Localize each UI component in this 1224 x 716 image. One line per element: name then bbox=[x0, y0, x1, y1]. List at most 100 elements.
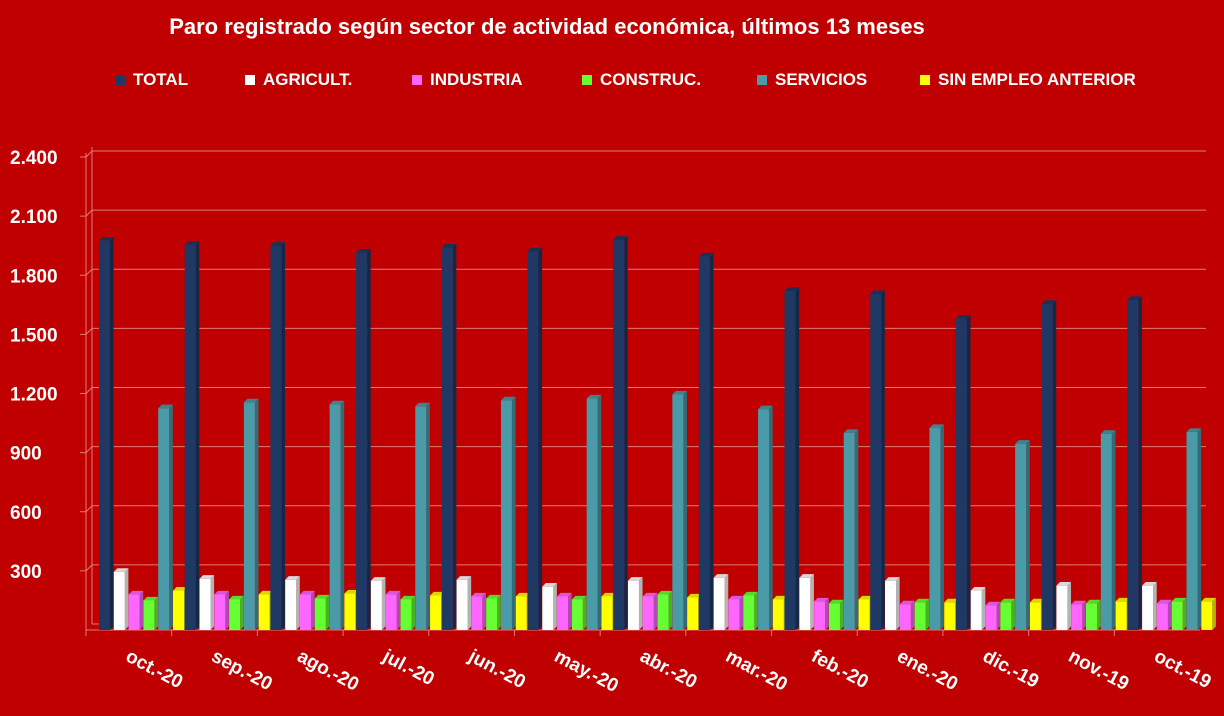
bar-construc-10 bbox=[1000, 598, 1015, 630]
bar-front bbox=[1041, 303, 1053, 630]
bar-side bbox=[996, 601, 1001, 630]
bar-total-11 bbox=[1041, 300, 1057, 630]
bar-side bbox=[1167, 599, 1172, 630]
bar-side bbox=[110, 237, 114, 631]
bar-top bbox=[728, 595, 744, 600]
bar-front bbox=[99, 240, 110, 630]
bar-top bbox=[243, 398, 259, 403]
bar-front bbox=[128, 594, 140, 630]
bar-side bbox=[881, 290, 885, 630]
bar-top bbox=[814, 597, 829, 602]
bar-front bbox=[1029, 602, 1041, 630]
bar-industria-8 bbox=[814, 597, 829, 630]
bar-front bbox=[713, 577, 725, 630]
x-tick-label: feb.-20 bbox=[808, 646, 872, 693]
bar-side bbox=[668, 590, 673, 630]
bar-agricult-7 bbox=[713, 574, 729, 630]
bar-side bbox=[1138, 296, 1142, 630]
bar-front bbox=[728, 599, 740, 630]
bar-top bbox=[743, 591, 758, 596]
bar-side bbox=[910, 600, 915, 630]
bar-front bbox=[586, 398, 598, 630]
bar-total-10 bbox=[955, 315, 971, 630]
gridline-depth bbox=[85, 268, 93, 276]
bar-servicios-2 bbox=[329, 400, 345, 630]
bar-servicios-1 bbox=[243, 398, 259, 630]
bar-front bbox=[814, 601, 826, 630]
bar-side bbox=[1067, 582, 1072, 630]
bar-industria-10 bbox=[985, 601, 1001, 630]
bar-top bbox=[843, 429, 859, 433]
legend-swatch bbox=[412, 75, 422, 85]
bar-front bbox=[1100, 433, 1112, 630]
bar-top bbox=[441, 244, 457, 248]
bar-side bbox=[497, 594, 501, 630]
bar-side bbox=[1097, 599, 1101, 630]
bar-front bbox=[784, 291, 796, 630]
bar-top bbox=[1071, 600, 1086, 605]
bar-top bbox=[698, 252, 714, 257]
bar-front bbox=[527, 251, 539, 630]
bar-front bbox=[885, 580, 897, 630]
bar-top bbox=[356, 248, 371, 253]
bar-side bbox=[310, 590, 315, 630]
bar-front bbox=[456, 579, 468, 630]
bar-front bbox=[870, 293, 882, 630]
bar-front bbox=[970, 590, 982, 630]
bar-front bbox=[370, 580, 382, 630]
bar-top bbox=[158, 404, 173, 409]
bar-front bbox=[657, 594, 669, 630]
bar-front bbox=[642, 596, 654, 630]
x-tick-label: abr.-20 bbox=[636, 646, 700, 693]
bar-front bbox=[299, 594, 311, 630]
bar-agricult-3 bbox=[370, 577, 386, 630]
bar-total-8 bbox=[784, 287, 800, 630]
x-tick-label: ene.-20 bbox=[893, 646, 961, 695]
x-tick-label: nov.-19 bbox=[1065, 646, 1132, 695]
bar-top bbox=[929, 424, 945, 428]
bar-front bbox=[687, 597, 699, 630]
bar-front bbox=[758, 409, 770, 630]
gridline-depth bbox=[85, 387, 93, 394]
bar-side bbox=[624, 236, 628, 631]
y-tick-label: 300 bbox=[10, 562, 42, 583]
bar-top bbox=[527, 248, 543, 252]
bar-industria-6 bbox=[642, 592, 658, 630]
bar-side bbox=[825, 597, 829, 630]
bar-side bbox=[1212, 597, 1216, 630]
bar-side bbox=[210, 575, 215, 630]
bar-front bbox=[613, 239, 625, 630]
x-tick-label: jun.-20 bbox=[464, 645, 529, 693]
bar-top bbox=[1000, 598, 1015, 603]
bar-front bbox=[415, 406, 427, 630]
bar-agricult-5 bbox=[542, 583, 557, 630]
bar-top bbox=[113, 568, 129, 572]
bar-industria-1 bbox=[214, 590, 229, 630]
bar-agricult-11 bbox=[1056, 582, 1072, 630]
bar-front bbox=[214, 594, 226, 630]
bar-top bbox=[772, 595, 788, 600]
bar-top bbox=[687, 593, 702, 598]
bar-front bbox=[772, 599, 784, 630]
bar-side bbox=[940, 424, 945, 630]
bar-agricult-9 bbox=[885, 577, 900, 630]
bar-front bbox=[557, 596, 569, 630]
bar-front bbox=[344, 593, 356, 630]
x-tick-label: ago.-20 bbox=[294, 646, 363, 696]
y-tick-label: 1.500 bbox=[10, 325, 58, 346]
bar-top bbox=[542, 583, 557, 587]
bar-front bbox=[672, 394, 684, 630]
bar-agricult-4 bbox=[456, 576, 472, 630]
y-tick-label: 600 bbox=[10, 503, 42, 524]
gridline-depth bbox=[85, 564, 93, 572]
bar-industria-2 bbox=[299, 590, 315, 630]
bar-top bbox=[1100, 430, 1116, 434]
bar-side bbox=[966, 315, 971, 630]
bar-front bbox=[1156, 603, 1168, 630]
bar-industria-3 bbox=[385, 590, 401, 630]
bar-side bbox=[1182, 597, 1187, 630]
bar-agricult-10 bbox=[970, 586, 986, 630]
bar-front bbox=[627, 580, 639, 630]
bar-front bbox=[441, 247, 453, 631]
bar-front bbox=[471, 596, 483, 630]
